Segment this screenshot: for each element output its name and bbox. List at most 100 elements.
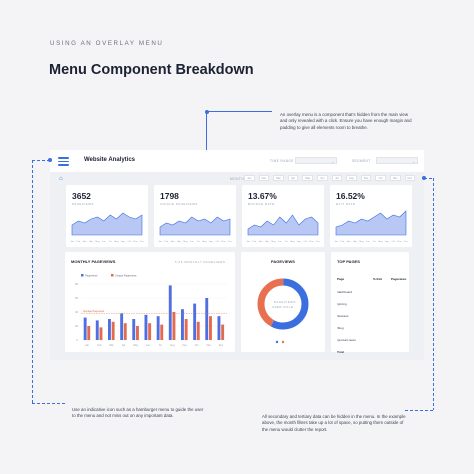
donut-legend-dot — [275, 340, 279, 344]
kpi-label: EXIT RATE — [336, 202, 356, 206]
filter-select-segment[interactable]: ⌄ — [376, 157, 418, 164]
sparkline-area — [247, 214, 319, 236]
sparkline-tick-label: Jun — [278, 241, 282, 243]
bar — [184, 319, 188, 340]
chevron-down-icon: ⌄ — [412, 159, 415, 164]
sparkline-tick-label: Jun — [366, 241, 370, 243]
bar — [160, 324, 164, 340]
callout-line-right-h2 — [405, 410, 434, 411]
sparkline-tick-label: May — [359, 241, 364, 243]
table-header: Pageviews — [391, 277, 407, 281]
bar — [83, 317, 87, 340]
month-pill[interactable]: Nov — [390, 175, 401, 181]
table-cell[interactable]: /pricing — [337, 302, 347, 306]
bar — [111, 321, 115, 340]
sparkline-tick-label: Jan — [70, 241, 74, 243]
sparkline-area — [159, 216, 231, 236]
sparkline-tick-label: Aug — [203, 240, 208, 243]
filter-label-time: TIME RANGE — [270, 159, 294, 163]
table-cell[interactable]: Total — [337, 350, 344, 354]
kpi-sparkline: Jan Feb Mar Apr May Jun Jul Aug Sep Oct Nov Dec — [158, 216, 233, 243]
hamburger-menu-icon[interactable] — [58, 157, 69, 166]
sparkline-tick-label: Jan — [158, 241, 162, 243]
x-tick-label: Jan — [85, 344, 90, 347]
kpi-card: 1798 UNIQUE PAGEVIEWS Jan Feb Mar Apr May Jun Ju… — [154, 185, 236, 247]
x-tick-label: Jul — [159, 344, 163, 347]
filter-label-segment: SEGMENT — [352, 159, 371, 163]
month-pill[interactable]: Sep — [360, 175, 372, 181]
sparkline-tick-label: Dec — [228, 241, 233, 243]
kpi-value: 1798 — [160, 191, 179, 201]
bar — [193, 303, 197, 340]
month-pill[interactable]: Jul — [331, 175, 343, 181]
month-pill[interactable]: Mar — [273, 175, 284, 181]
sparkline-tick-label: Jan — [334, 241, 338, 243]
donut-segment — [257, 278, 309, 330]
filter-select-time[interactable]: ⌄ — [295, 157, 337, 164]
legend-swatch — [81, 274, 84, 277]
sparkline-tick-label: May — [95, 241, 100, 243]
sparkline-tick-label: Mar — [171, 240, 175, 243]
sparkline-tick-label: Feb — [165, 241, 170, 243]
bar — [132, 319, 136, 340]
x-tick-label: Feb — [97, 344, 102, 347]
note-top: An overlay menu is a component that's hi… — [280, 112, 412, 130]
sparkline-tick-label: Jun — [190, 241, 194, 243]
sparkline-tick-label: Dec — [140, 241, 145, 243]
month-pill[interactable]: Oct — [375, 175, 386, 181]
sparkline-tick-label: Nov — [222, 241, 227, 243]
bar — [168, 285, 172, 340]
x-tick-label: Oct — [195, 344, 199, 347]
sparkline-tick-label: Feb — [341, 241, 346, 243]
sparkline-tick-label: Sep — [209, 241, 214, 243]
kpi-value: 13.67% — [248, 191, 277, 201]
home-icon[interactable]: ⌂ — [59, 176, 63, 182]
sparkline-tick-label: Aug — [379, 240, 384, 243]
table-cell[interactable]: /features — [337, 314, 349, 318]
table-cell[interactable]: /blog — [337, 326, 344, 330]
month-pill[interactable]: Jan — [244, 175, 255, 181]
sparkline-tick-label: Apr — [89, 240, 93, 243]
sparkline-tick-label: Aug — [291, 240, 296, 243]
sparkline-tick-label: Sep — [297, 241, 302, 243]
month-pill[interactable]: Jun — [317, 175, 328, 181]
table-cell[interactable]: /product-news — [337, 338, 356, 342]
kpi-card: 3652 PAGEVIEWS Jan Feb Mar Apr May Jun Jul Aug Sep… — [66, 185, 148, 247]
month-pill[interactable]: Dec — [404, 175, 416, 181]
table-cell[interactable]: /dashboard — [337, 290, 353, 294]
sparkline-tick-label: May — [271, 241, 276, 243]
sparkline-tick-label: Apr — [177, 240, 181, 243]
y-tick-label: 40 — [75, 310, 78, 314]
note-left: Use an indicative icon such as a hamburg… — [72, 407, 204, 419]
bar — [120, 313, 124, 340]
callout-line-left-h2 — [32, 403, 66, 404]
monthly-pageviews-card: MONTHLY PAGEVIEWS 5.6K MONTHLY PAGEVIEWS… — [65, 252, 235, 352]
sparkline-tick-label: Jul — [285, 241, 288, 243]
donut-center-sub: USER ROLE — [272, 305, 294, 309]
monthly-subtitle: 5.6K MONTHLY PAGEVIEWS — [175, 260, 226, 264]
sparkline-tick-label: Aug — [115, 240, 120, 243]
x-tick-label: Sep — [182, 344, 187, 347]
legend-label: Unique Pageviews — [115, 273, 137, 277]
table-header: % Exit — [373, 277, 383, 281]
month-pill[interactable]: Feb — [258, 175, 270, 181]
kpi-sparkline: Jan Feb Mar Apr May Jun Jul Aug Sep Oct Nov Dec — [246, 214, 321, 243]
x-tick-label: May — [133, 344, 138, 347]
month-pill[interactable]: Aug — [346, 175, 357, 181]
bar — [205, 298, 209, 340]
kpi-label: BOUNCE RATE — [248, 202, 275, 206]
top-pages-card: TOP PAGES Page % Exit Pageviews/dashboard /… — [331, 252, 409, 354]
sparkline-tick-label: Feb — [253, 241, 258, 243]
sparkline-tick-label: Apr — [265, 240, 269, 243]
bar — [87, 326, 91, 340]
month-pill[interactable]: May — [302, 175, 313, 181]
sparkline-tick-label: Mar — [347, 240, 351, 243]
month-pill[interactable]: Apr — [287, 175, 299, 181]
y-tick-label: 0 — [77, 338, 79, 342]
sparkline-tick-label: Mar — [259, 240, 263, 243]
sparkline-tick-label: Nov — [398, 241, 403, 243]
sparkline-tick-label: Mar — [83, 240, 87, 243]
kpi-value: 3652 — [72, 191, 91, 201]
kpi-card: 13.67% BOUNCE RATE Jan Feb Mar Apr May Jun Jul Au… — [242, 185, 324, 247]
callout-line-right-h — [424, 178, 434, 179]
